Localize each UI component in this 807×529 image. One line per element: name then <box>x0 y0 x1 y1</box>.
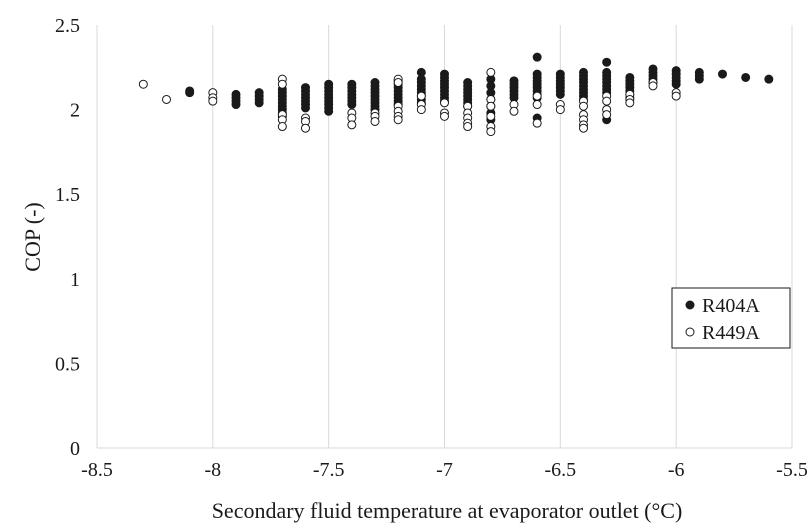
point-r449a <box>277 79 287 89</box>
x-axis-label: Secondary fluid temperature at evaporato… <box>212 498 683 523</box>
point-r449a <box>486 127 496 137</box>
point-r404a <box>764 74 774 84</box>
point-r404a <box>671 79 681 89</box>
data-points <box>138 52 774 137</box>
point-r449a <box>347 120 357 130</box>
point-r404a <box>347 100 357 110</box>
tick-labels: -8.5 -8 -7.5 -7 -6.5 -6 -5.5 0 0.5 1 1.5 2 2.5 <box>55 15 807 481</box>
x-tick-label: -5.5 <box>776 459 807 481</box>
point-r449a <box>416 91 426 101</box>
point-r404a <box>185 88 195 98</box>
y-axis-label: COP (-) <box>20 202 45 271</box>
y-tick-label: 0.5 <box>55 353 80 375</box>
point-r449a <box>509 106 519 116</box>
point-r404a <box>532 52 542 62</box>
legend-label: R449A <box>702 322 760 344</box>
point-r449a <box>555 105 565 115</box>
point-r449a <box>393 115 403 125</box>
point-r404a <box>741 72 751 82</box>
point-r449a <box>208 96 218 106</box>
point-r404a <box>254 98 264 108</box>
legend: R404A R449A <box>671 287 791 349</box>
point-r449a <box>579 101 588 111</box>
legend-marker-r449a <box>685 327 695 337</box>
point-r404a <box>301 103 310 113</box>
point-r449a <box>625 98 635 108</box>
x-tick-label: -8 <box>204 459 221 481</box>
legend-marker-r404a <box>685 300 695 310</box>
point-r449a <box>277 122 287 132</box>
x-tick-label: -6 <box>668 459 685 481</box>
legend-box <box>671 287 791 349</box>
point-r449a <box>602 110 612 120</box>
y-tick-label: 1 <box>70 269 80 291</box>
x-tick-label: -8.5 <box>81 459 113 481</box>
point-r449a <box>486 111 496 121</box>
point-r449a <box>416 105 426 115</box>
point-r449a <box>301 123 310 133</box>
point-r404a <box>231 100 241 110</box>
point-r449a <box>648 81 658 91</box>
point-r404a <box>555 89 565 99</box>
point-r449a <box>440 98 449 108</box>
y-tick-label: 2.5 <box>55 15 80 37</box>
point-r449a <box>671 91 681 101</box>
point-r449a <box>393 78 403 88</box>
point-r449a <box>440 111 449 121</box>
y-tick-label: 0 <box>70 438 80 460</box>
point-r449a <box>532 118 542 128</box>
point-r404a <box>694 74 704 84</box>
point-r449a <box>579 123 588 133</box>
x-tick-label: -7.5 <box>313 459 345 481</box>
point-r449a <box>162 94 171 104</box>
point-r404a <box>324 106 334 116</box>
point-r449a <box>463 122 473 132</box>
point-r449a <box>602 96 612 106</box>
point-r449a <box>532 100 542 110</box>
point-r449a <box>370 116 380 126</box>
point-r449a <box>486 101 496 111</box>
point-r449a <box>532 91 542 101</box>
y-tick-label: 1.5 <box>55 184 80 206</box>
x-tick-label: -6.5 <box>544 459 576 481</box>
point-r404a <box>602 57 612 67</box>
point-r449a <box>138 79 148 89</box>
legend-label: R404A <box>702 295 760 317</box>
x-tick-label: -7 <box>436 459 453 481</box>
point-r449a <box>486 67 496 77</box>
point-r404a <box>718 69 727 79</box>
y-tick-label: 2 <box>70 100 80 122</box>
